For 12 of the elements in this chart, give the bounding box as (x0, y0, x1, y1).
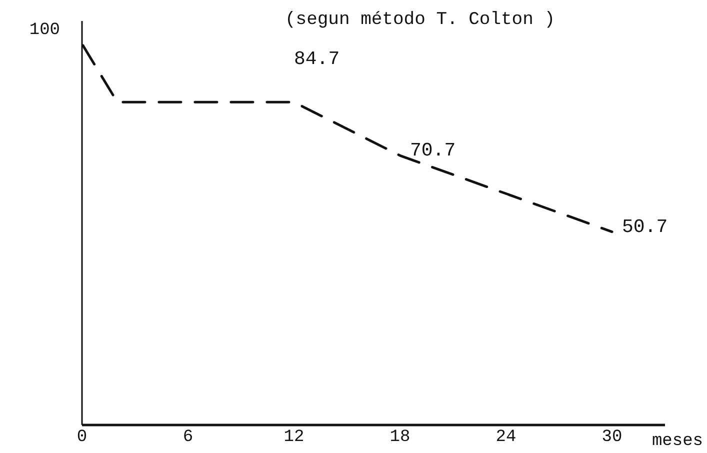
x-tick-label: 6 (182, 428, 194, 448)
x-tick-label: 24 (496, 428, 516, 448)
data-label: 50.7 (622, 216, 668, 238)
x-tick-label: 0 (76, 428, 88, 448)
data-label: 84.7 (294, 48, 340, 70)
x-axis-title: meses (652, 432, 703, 451)
annotation: 100 (29, 20, 60, 40)
data-label: 70.7 (410, 140, 456, 162)
x-tick-label: 12 (284, 428, 304, 448)
x-tick-label: 18 (390, 428, 410, 448)
chart-title: (segun método T. Colton ) (284, 10, 556, 30)
x-tick-label: 30 (602, 428, 622, 448)
